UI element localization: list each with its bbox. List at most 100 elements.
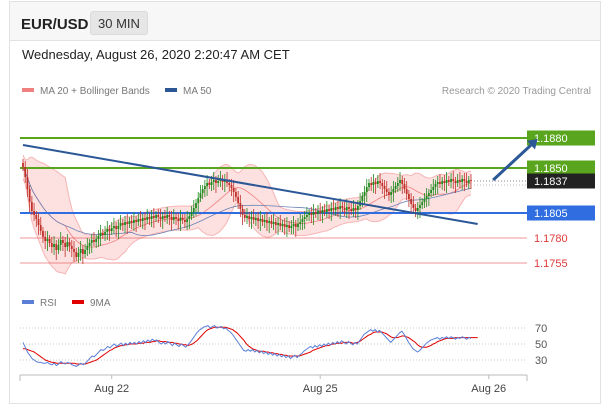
- candle-body: [317, 211, 319, 214]
- candle-body: [308, 213, 310, 215]
- candle-body: [241, 209, 244, 215]
- candle-body: [217, 181, 220, 183]
- candle-body: [299, 222, 302, 224]
- candle-body: [368, 183, 370, 187]
- candle-body: [376, 181, 379, 184]
- candle-body: [423, 199, 426, 202]
- candle-body: [441, 181, 444, 184]
- candle-body: [332, 208, 335, 210]
- candle-body: [22, 163, 24, 167]
- candle-body: [132, 220, 135, 223]
- candle-body: [259, 219, 262, 221]
- candle-body: [26, 177, 29, 189]
- candle-body: [73, 249, 75, 252]
- candle-body: [130, 221, 133, 223]
- candle-body: [235, 192, 237, 197]
- price-chart: 1.1880 1.1850 1.1805 1.1780 1.1755 1.1837 70 50…: [19, 130, 595, 395]
- candle-body: [106, 229, 109, 232]
- candle-body: [46, 239, 49, 241]
- candle-body: [137, 219, 140, 222]
- level-label-1.1780: 1.1780: [534, 233, 568, 245]
- ma50-swatch: [165, 88, 177, 93]
- ma50-line: [22, 166, 472, 236]
- candle-body: [461, 179, 464, 182]
- candle-body: [454, 181, 457, 183]
- candle-body: [279, 223, 282, 226]
- time-axis-label: Aug 22: [94, 383, 129, 395]
- candle-body: [425, 196, 428, 199]
- candle-body: [450, 179, 452, 182]
- candle-body: [157, 215, 160, 217]
- candle-body: [288, 225, 291, 228]
- candle-body: [263, 220, 266, 222]
- level-label-1.1755: 1.1755: [534, 258, 568, 270]
- candle-body: [28, 189, 31, 202]
- candle-body: [201, 189, 204, 193]
- candle-body: [354, 208, 357, 210]
- candle-body: [410, 199, 413, 204]
- candle-body: [90, 240, 93, 243]
- candle-body: [334, 207, 337, 210]
- candle-body: [294, 224, 297, 227]
- candle-body: [117, 226, 120, 229]
- candle-body: [323, 210, 326, 212]
- ma9-line: [23, 326, 478, 365]
- candle-body: [197, 198, 200, 203]
- candle-body: [99, 233, 102, 236]
- rsi-swatch: [22, 300, 34, 305]
- candle-body: [186, 219, 189, 222]
- candle-body: [447, 180, 450, 182]
- level-label-1.1880: 1.1880: [534, 133, 568, 145]
- candle-body: [228, 183, 231, 185]
- forecast-arrow-shaft: [492, 144, 532, 182]
- candle-body: [126, 222, 129, 224]
- candle-body: [452, 179, 455, 181]
- candle-body: [432, 187, 435, 190]
- level-tag-1.1880: [527, 130, 595, 146]
- candle-body: [166, 215, 169, 218]
- candle-body: [248, 216, 251, 219]
- level-label-1.1850: 1.1850: [534, 163, 568, 175]
- candle-body: [232, 188, 235, 192]
- candle-body: [436, 182, 439, 184]
- candle-body: [139, 219, 142, 221]
- candle-body: [405, 189, 408, 194]
- ma9-label: 9MA: [90, 298, 111, 309]
- candle-body: [66, 242, 69, 247]
- candle-body: [270, 221, 273, 224]
- candle-body: [310, 213, 313, 215]
- candle-body: [177, 219, 180, 221]
- candle-body: [55, 244, 58, 250]
- candle-body: [212, 180, 215, 182]
- candle-body: [403, 184, 406, 189]
- candle-body: [164, 216, 166, 218]
- candle-body: [303, 217, 306, 219]
- candle-body: [392, 189, 395, 192]
- candle-body: [170, 217, 173, 220]
- timeframe-badge[interactable]: 30 MIN: [90, 11, 148, 35]
- candle-body: [199, 193, 202, 198]
- ma20-label: MA 20 + Bollinger Bands: [40, 86, 150, 97]
- candle-body: [62, 240, 64, 243]
- candle-body: [215, 180, 217, 183]
- candle-body: [115, 226, 118, 229]
- candle-body: [381, 183, 384, 186]
- candle-body: [192, 208, 195, 212]
- candle-body: [430, 190, 432, 193]
- candle-body: [210, 182, 213, 185]
- candle-body: [148, 217, 151, 219]
- candle-body: [226, 180, 228, 183]
- candle-body: [268, 221, 271, 223]
- candle-body: [179, 218, 182, 221]
- candle-body: [113, 226, 115, 228]
- candle-body: [401, 180, 404, 184]
- candle-body: [337, 207, 339, 209]
- legend-rsi: RSI: [22, 298, 57, 309]
- candle-body: [252, 217, 255, 220]
- rsi-line: [22, 325, 472, 367]
- candle-body: [312, 212, 315, 215]
- candle-body: [470, 180, 472, 181]
- candle-body: [79, 249, 82, 253]
- candle-body: [388, 192, 390, 195]
- candle-body: [286, 225, 288, 227]
